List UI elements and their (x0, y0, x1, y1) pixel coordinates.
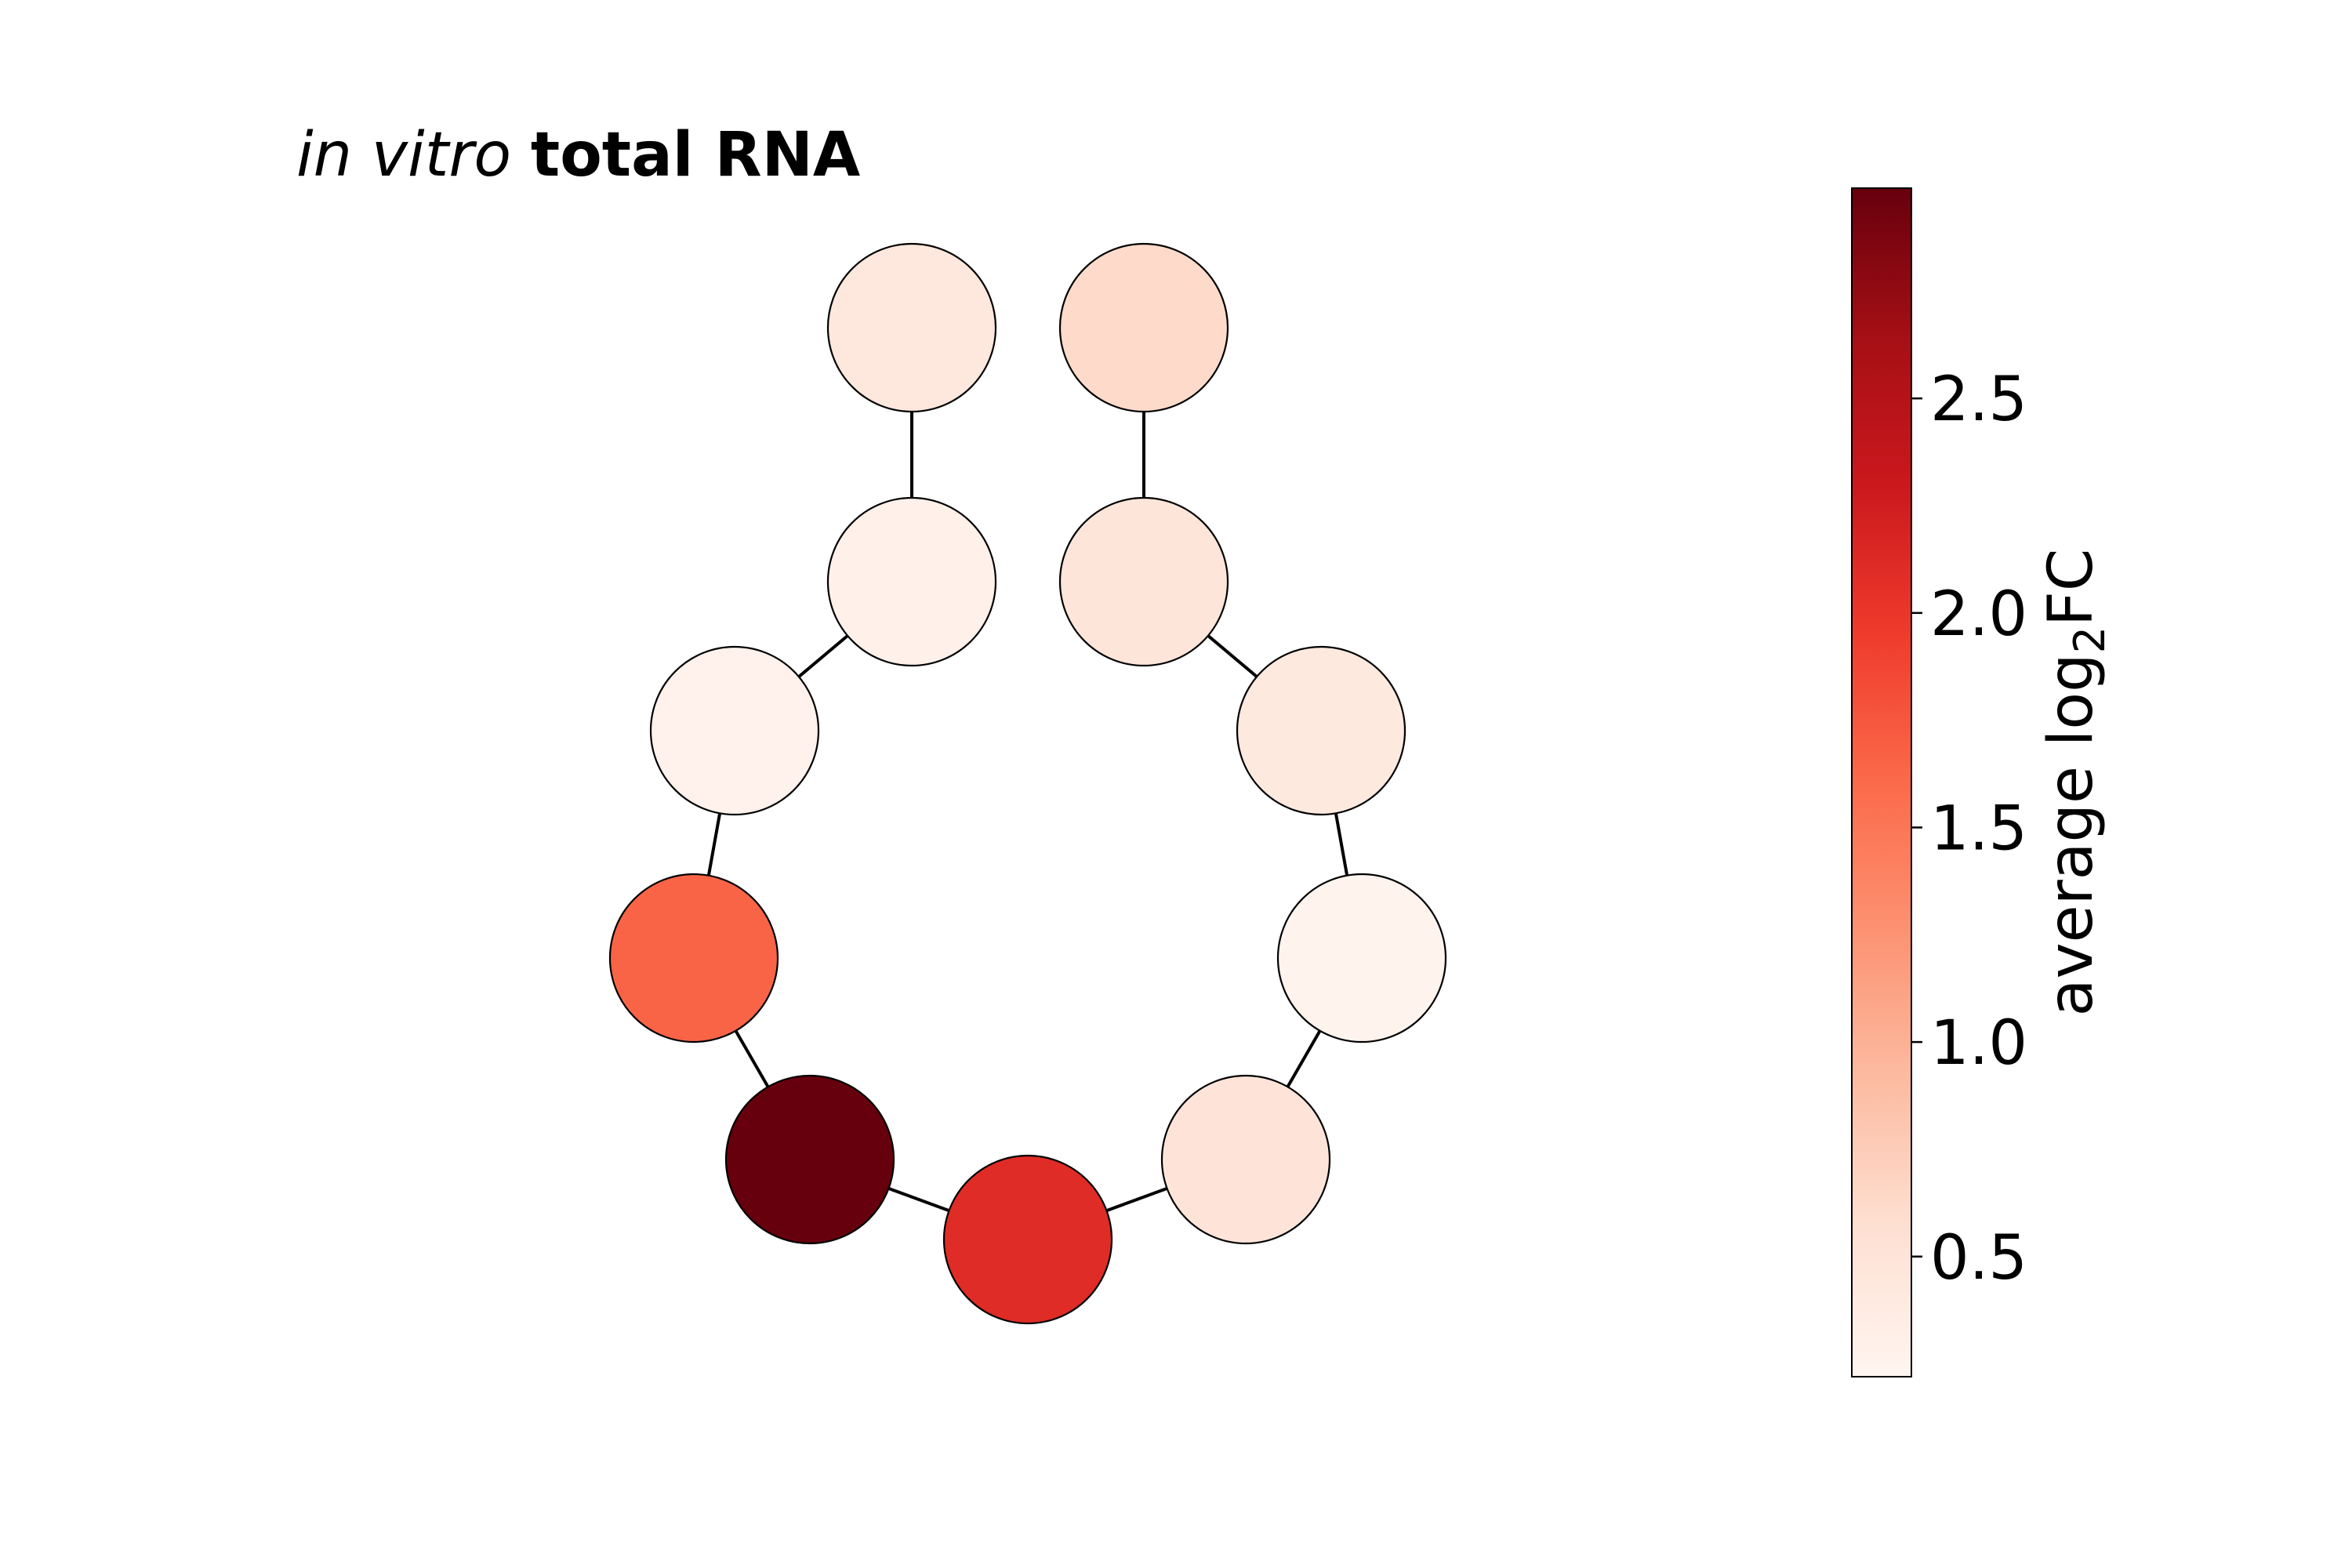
node-n4 (608, 873, 779, 1044)
node-n6 (942, 1154, 1113, 1325)
node-n11 (1058, 242, 1229, 413)
node-n8 (1276, 873, 1447, 1044)
colorbar: 0.5 1.0 1.5 2.0 2.5 average log2FC (1851, 187, 2114, 1377)
colorbar-label-subscript: 2 (2065, 626, 2114, 653)
chart-title: in vitro total RNA (296, 120, 860, 191)
node-n5 (724, 1074, 895, 1245)
node-n2 (826, 496, 997, 667)
colorbar-tick-label: 2.0 (1930, 579, 2027, 650)
node-n1 (826, 242, 997, 413)
colorbar-tick-label: 1.0 (1930, 1008, 2027, 1079)
colorbar-gradient (1851, 187, 1912, 1377)
colorbar-tick-label: 0.5 (1930, 1223, 2027, 1294)
colorbar-tick-label: 2.5 (1930, 365, 2027, 435)
node-n10 (1058, 496, 1229, 667)
colorbar-label-main: average log (2036, 653, 2107, 1016)
title-space (511, 120, 531, 191)
colorbar-label: average log2FC (2036, 549, 2114, 1017)
node-n3 (649, 645, 820, 816)
title-italic: in vitro (296, 120, 511, 191)
network-nodes (608, 242, 1447, 1325)
title-bold: total RNA (531, 120, 860, 191)
node-n7 (1160, 1074, 1331, 1245)
colorbar-ticks: 0.5 1.0 1.5 2.0 2.5 (1911, 365, 2027, 1294)
colorbar-tick-label: 1.5 (1930, 793, 2027, 864)
node-n9 (1236, 645, 1406, 816)
colorbar-label-end: FC (2036, 549, 2107, 626)
